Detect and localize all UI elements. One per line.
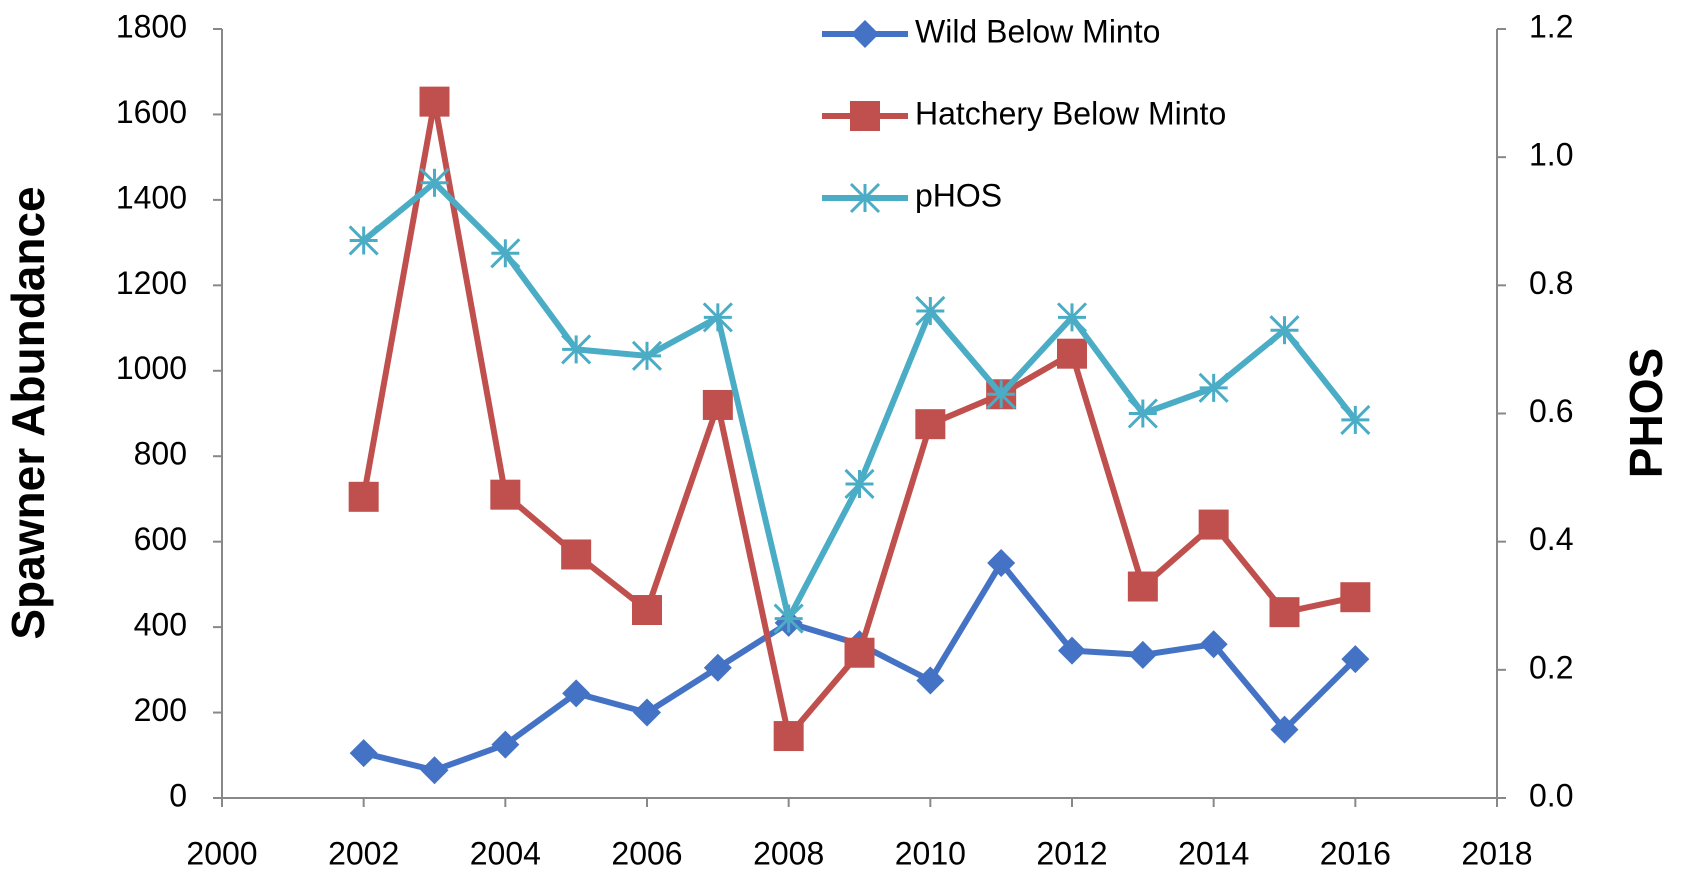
- data-point: [1198, 372, 1229, 403]
- data-point: [1127, 571, 1158, 602]
- legend-label: Wild Below Minto: [915, 13, 1160, 49]
- data-point: [986, 379, 1017, 410]
- data-point: [1199, 630, 1228, 659]
- y-tick-label: 1200: [116, 265, 187, 301]
- data-point: [1056, 302, 1088, 333]
- y-tick-label: 600: [134, 521, 187, 557]
- data-point: [703, 653, 732, 682]
- data-point: [1269, 597, 1300, 628]
- data-point: [561, 334, 592, 365]
- data-point: [632, 595, 662, 626]
- y2-tick-label: 0.2: [1529, 649, 1573, 685]
- x-tick-label: 2014: [1178, 835, 1249, 871]
- data-point: [702, 389, 733, 420]
- y-axis-title: Spawner Abundance: [2, 186, 54, 639]
- data-point: [1341, 645, 1370, 674]
- y2-tick-label: 1.2: [1529, 8, 1573, 44]
- x-tick-label: 2002: [328, 835, 399, 871]
- data-point: [844, 468, 875, 500]
- y-tick-label: 1800: [116, 8, 187, 44]
- data-point: [773, 721, 804, 752]
- legend-marker: [850, 101, 880, 131]
- data-point: [1127, 398, 1158, 429]
- y-tick-label: 1000: [116, 350, 187, 386]
- data-point: [562, 679, 591, 708]
- data-point: [1057, 338, 1087, 369]
- data-point: [490, 238, 521, 269]
- data-point: [419, 167, 450, 198]
- y-tick-label: 200: [134, 692, 187, 728]
- data-point: [1269, 315, 1300, 346]
- data-point: [1058, 636, 1086, 665]
- data-point: [1198, 509, 1229, 540]
- y2-tick-label: 0.8: [1529, 265, 1573, 301]
- y-tick-label: 1400: [116, 179, 187, 215]
- legend-marker: [849, 182, 881, 214]
- y2-tick-label: 0.4: [1529, 521, 1573, 557]
- data-point: [491, 730, 520, 759]
- data-point: [631, 340, 663, 371]
- data-point: [561, 539, 592, 570]
- y-tick-label: 800: [134, 436, 187, 472]
- data-point: [915, 409, 946, 440]
- data-point: [1340, 404, 1371, 435]
- x-tick-label: 2010: [895, 835, 966, 871]
- data-point: [844, 637, 875, 668]
- data-point: [349, 739, 378, 768]
- data-point: [1128, 640, 1157, 669]
- data-point: [348, 481, 379, 512]
- data-point: [1270, 715, 1299, 744]
- legend-label: Hatchery Below Minto: [915, 95, 1226, 131]
- legend-label: pHOS: [915, 177, 1002, 213]
- data-point: [420, 756, 449, 785]
- data-point: [1340, 582, 1371, 613]
- data-point: [419, 86, 450, 117]
- x-tick-label: 2000: [186, 835, 257, 871]
- y2-tick-label: 0.0: [1529, 777, 1573, 813]
- y2-axis-title: PHOS: [1620, 348, 1672, 478]
- y-tick-label: 0: [169, 777, 187, 813]
- x-tick-label: 2012: [1036, 835, 1107, 871]
- y-tick-label: 1600: [116, 94, 187, 130]
- data-point: [915, 295, 946, 327]
- legend-marker: [851, 20, 879, 48]
- data-point: [348, 225, 379, 256]
- y-tick-label: 400: [134, 607, 187, 643]
- y2-tick-label: 0.6: [1529, 393, 1573, 429]
- data-point: [987, 549, 1016, 578]
- x-tick-label: 2006: [611, 835, 682, 871]
- x-tick-label: 2008: [753, 835, 824, 871]
- data-point: [773, 603, 804, 634]
- x-tick-label: 2018: [1461, 835, 1532, 871]
- data-point: [702, 302, 733, 333]
- data-point: [633, 698, 661, 727]
- data-point: [490, 479, 521, 510]
- y2-tick-label: 1.0: [1529, 137, 1573, 173]
- x-tick-label: 2004: [470, 835, 541, 871]
- x-tick-label: 2016: [1320, 835, 1391, 871]
- data-point: [916, 666, 945, 695]
